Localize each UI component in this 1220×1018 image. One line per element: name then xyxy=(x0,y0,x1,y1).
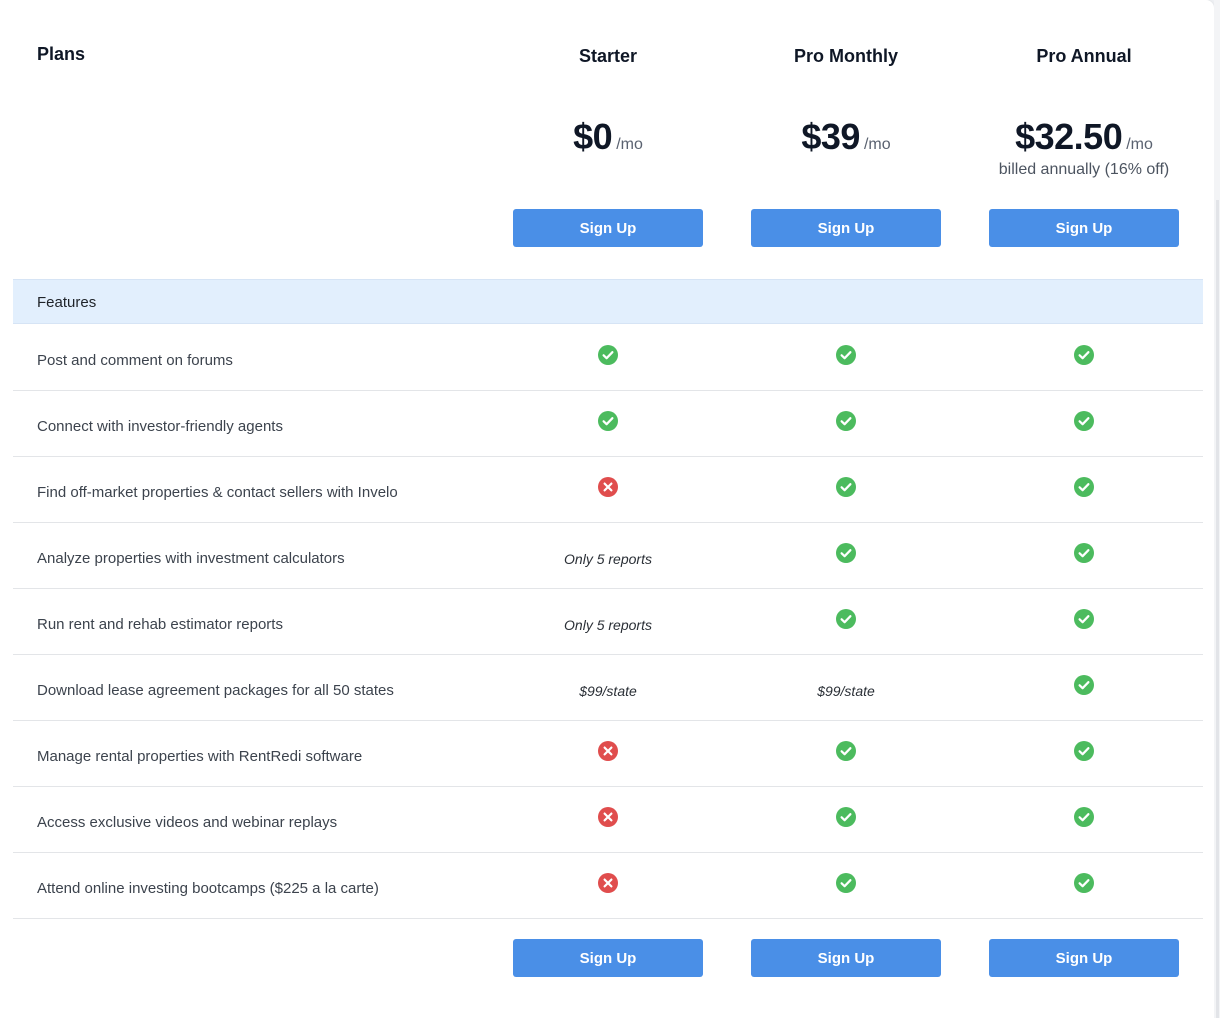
check-icon xyxy=(836,807,856,827)
check-icon xyxy=(836,477,856,497)
feature-row: Manage rental properties with RentRedi s… xyxy=(13,721,1203,787)
cross-icon xyxy=(598,741,618,761)
check-icon xyxy=(1074,609,1094,629)
starter-signup-button-bottom[interactable]: Sign Up xyxy=(513,939,703,977)
feature-cell xyxy=(965,457,1203,523)
cross-icon xyxy=(598,477,618,497)
feature-row: Connect with investor-friendly agents xyxy=(13,391,1203,457)
feature-label: Access exclusive videos and webinar repl… xyxy=(37,814,338,831)
feature-note: Only 5 reports xyxy=(564,551,652,567)
feature-label: Run rent and rehab estimator reports xyxy=(37,616,283,633)
scrollbar-thumb[interactable] xyxy=(1216,200,1219,1018)
feature-cell xyxy=(489,391,727,457)
check-icon xyxy=(836,543,856,563)
plan-price: $32.50 xyxy=(1015,116,1123,157)
check-icon xyxy=(836,609,856,629)
feature-cell: Only 5 reports xyxy=(489,523,727,589)
feature-cell xyxy=(727,391,965,457)
feature-cell xyxy=(489,721,727,787)
pro-annual-signup-button-bottom[interactable]: Sign Up xyxy=(989,939,1179,977)
feature-note: $99/state xyxy=(817,683,875,699)
plans-heading: Plans xyxy=(37,44,86,64)
check-icon xyxy=(1074,411,1094,431)
feature-row: Run rent and rehab estimator reports Only… xyxy=(13,589,1203,655)
feature-cell xyxy=(727,325,965,391)
feature-cell: $99/state xyxy=(489,655,727,721)
feature-label: Analyze properties with investment calcu… xyxy=(37,550,345,567)
feature-cell: Only 5 reports xyxy=(489,589,727,655)
check-icon xyxy=(836,411,856,431)
feature-cell xyxy=(965,325,1203,391)
feature-cell xyxy=(965,787,1203,853)
feature-cell xyxy=(965,721,1203,787)
pro-monthly-signup-button[interactable]: Sign Up xyxy=(751,209,941,247)
check-icon xyxy=(836,345,856,365)
starter-signup-button[interactable]: Sign Up xyxy=(513,209,703,247)
check-icon xyxy=(598,411,618,431)
feature-label: Connect with investor-friendly agents xyxy=(37,418,283,435)
price-row: $32.50/mo xyxy=(965,116,1203,158)
feature-cell xyxy=(727,589,965,655)
feature-row: Post and comment on forums xyxy=(13,325,1203,391)
feature-label: Download lease agreement packages for al… xyxy=(37,682,394,699)
plan-price: $39 xyxy=(801,116,860,157)
cross-icon xyxy=(598,873,618,893)
plan-name: Starter xyxy=(578,46,638,66)
check-icon xyxy=(836,741,856,761)
cross-icon xyxy=(598,807,618,827)
feature-cell xyxy=(727,721,965,787)
price-row: $0/mo xyxy=(489,116,727,158)
feature-row: Analyze properties with investment calcu… xyxy=(13,523,1203,589)
feature-cell xyxy=(965,523,1203,589)
feature-row: Attend online investing bootcamps ($225 … xyxy=(13,853,1203,919)
feature-cell xyxy=(489,853,727,919)
feature-cell xyxy=(965,655,1203,721)
check-icon xyxy=(1074,345,1094,365)
check-icon xyxy=(598,345,618,365)
feature-label: Attend online investing bootcamps ($225 … xyxy=(37,880,379,897)
check-icon xyxy=(836,873,856,893)
feature-cell xyxy=(489,325,727,391)
feature-row: Download lease agreement packages for al… xyxy=(13,655,1203,721)
check-icon xyxy=(1074,543,1094,563)
feature-label: Manage rental properties with RentRedi s… xyxy=(37,748,363,765)
check-icon xyxy=(1074,741,1094,761)
feature-note: $99/state xyxy=(579,683,637,699)
pro-monthly-signup-button-bottom[interactable]: Sign Up xyxy=(751,939,941,977)
price-period: /mo xyxy=(863,136,891,153)
feature-cell xyxy=(727,787,965,853)
feature-cell xyxy=(965,589,1203,655)
features-heading: Features xyxy=(37,294,97,311)
billing-note: billed annually (16% off) xyxy=(998,161,1170,178)
check-icon xyxy=(1074,477,1094,497)
scrollbar-track[interactable] xyxy=(1214,0,1220,1018)
feature-row: Access exclusive videos and webinar repl… xyxy=(13,787,1203,853)
feature-note: Only 5 reports xyxy=(564,617,652,633)
features-header: Features xyxy=(13,279,1203,324)
feature-cell xyxy=(489,457,727,523)
feature-cell xyxy=(727,457,965,523)
feature-label: Find off-market properties & contact sel… xyxy=(37,484,398,501)
pro-annual-signup-button[interactable]: Sign Up xyxy=(989,209,1179,247)
feature-cell xyxy=(965,853,1203,919)
price-period: /mo xyxy=(1126,136,1153,153)
feature-cell xyxy=(965,391,1203,457)
check-icon xyxy=(1074,675,1094,695)
plan-name: Pro Monthly xyxy=(794,46,898,66)
feature-cell: $99/state xyxy=(727,655,965,721)
feature-row: Find off-market properties & contact sel… xyxy=(13,457,1203,523)
plan-name: Pro Annual xyxy=(1036,46,1132,66)
price-period: /mo xyxy=(616,136,643,153)
price-row: $39/mo xyxy=(727,116,965,158)
feature-cell xyxy=(489,787,727,853)
feature-cell xyxy=(727,523,965,589)
check-icon xyxy=(1074,807,1094,827)
feature-cell xyxy=(727,853,965,919)
feature-label: Post and comment on forums xyxy=(37,352,233,369)
plan-price: $0 xyxy=(573,116,613,157)
check-icon xyxy=(1074,873,1094,893)
